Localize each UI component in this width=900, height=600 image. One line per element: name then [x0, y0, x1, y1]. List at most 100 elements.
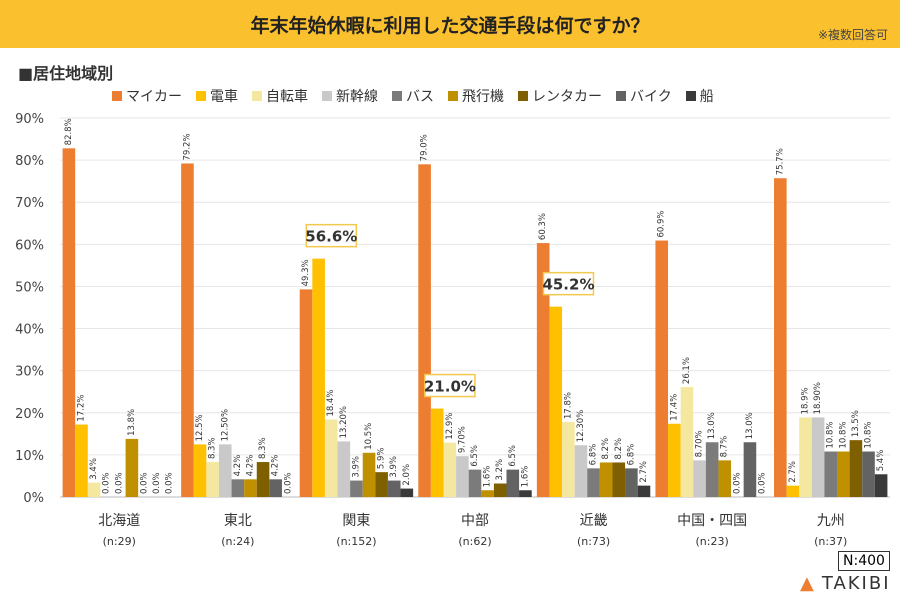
data-label: 2.7% [788, 461, 798, 483]
legend-label: 船 [699, 89, 714, 105]
x-tick-n: (n:37) [814, 535, 847, 548]
legend-item: 新幹線 [322, 86, 378, 106]
callout-box [424, 373, 476, 398]
bar [206, 462, 219, 497]
bar [705, 442, 719, 497]
data-label: 10.8% [864, 422, 874, 449]
data-label: 13.5% [851, 410, 861, 437]
x-tick-n: (n:73) [577, 535, 610, 548]
y-tick-label: 20% [15, 407, 44, 422]
bar [324, 419, 338, 497]
data-label: 8.3% [258, 437, 268, 459]
data-label: 13.20% [339, 406, 349, 438]
bar [218, 444, 232, 497]
bar [786, 485, 800, 497]
x-tick-n: (n:152) [336, 535, 376, 548]
y-tick-label: 80% [15, 154, 44, 169]
data-label: 5.9% [377, 448, 387, 470]
data-label: 8.3% [208, 437, 218, 459]
bar [181, 163, 194, 498]
legend-swatch [196, 91, 206, 101]
legend-label: バス [406, 89, 434, 105]
bar [587, 468, 600, 497]
y-tick-label: 50% [15, 280, 44, 295]
data-label: 0.0% [283, 472, 293, 494]
bar [362, 452, 376, 497]
data-label: 4.2% [271, 455, 281, 477]
data-label: 6.5% [508, 445, 518, 467]
data-label: 13.0% [745, 412, 755, 439]
bar [743, 442, 757, 497]
bar [519, 490, 532, 497]
data-label: 1.6% [483, 466, 493, 488]
data-label: 12.50% [220, 409, 230, 441]
legend-label: バイク [630, 89, 672, 105]
data-label: 12.30% [576, 410, 586, 442]
x-tick-label: 中部 [461, 513, 489, 529]
data-label: 8.70% [695, 430, 705, 457]
bar [481, 490, 494, 497]
y-tick-label: 60% [15, 238, 44, 253]
bar [536, 243, 550, 497]
data-label: 3.9% [351, 456, 361, 478]
bar [312, 258, 325, 497]
data-label: 79.2% [182, 133, 192, 160]
x-tick-n: (n:62) [458, 535, 491, 548]
multiple-answer-note: ※複数回答可 [817, 28, 888, 42]
data-label: 8.2% [614, 438, 624, 460]
x-tick-n: (n:23) [696, 535, 729, 548]
bar [874, 474, 888, 497]
bar [574, 445, 588, 497]
x-tick-label: 北海道 [98, 513, 140, 529]
legend-item: バイク [616, 86, 672, 106]
bar [456, 456, 469, 497]
bar [87, 482, 101, 497]
bar [418, 164, 431, 498]
bar [837, 451, 850, 497]
data-label: 6.8% [589, 444, 599, 466]
bar [668, 423, 681, 497]
bar [774, 178, 787, 498]
bar [299, 289, 313, 497]
data-label: 10.8% [838, 422, 848, 449]
data-label: 3.4% [89, 458, 99, 480]
data-label: 13.8% [127, 409, 137, 436]
x-tick-label: 東北 [224, 513, 252, 529]
bar [125, 438, 139, 497]
bar [269, 479, 282, 497]
data-label: 26.1% [682, 357, 692, 384]
legend-swatch [518, 91, 528, 101]
bar [256, 462, 270, 497]
data-label: 17.8% [563, 392, 573, 419]
legend: マイカー 電車 自転車 新幹線 バス 飛行機 レンタカー バイク 船 [112, 86, 714, 106]
legend-item: マイカー [112, 86, 182, 106]
data-label: 75.7% [775, 148, 785, 175]
data-label: 8.2% [601, 438, 611, 460]
bar [718, 460, 732, 497]
x-tick-n: (n:29) [103, 535, 136, 548]
y-tick-label: 70% [15, 196, 44, 211]
bar [430, 408, 444, 497]
bar [350, 480, 363, 497]
data-label: 2.0% [402, 464, 412, 486]
bar [562, 422, 575, 497]
x-tick-n: (n:24) [221, 535, 254, 548]
x-tick-label: 九州 [817, 513, 845, 529]
legend-label: 電車 [210, 89, 238, 105]
data-label: 10.5% [364, 423, 374, 450]
x-tick-label: 近畿 [580, 513, 608, 529]
data-label: 3.9% [389, 456, 399, 478]
legend-item: 自転車 [252, 86, 308, 106]
legend-swatch [322, 91, 332, 101]
bar [244, 479, 257, 497]
chart-title: 年末年始休暇に利用した交通手段は何ですか？ [250, 14, 650, 37]
bar [637, 485, 651, 497]
data-label: 56.6% [305, 228, 357, 246]
legend-label: レンタカー [532, 89, 602, 105]
bar [337, 441, 351, 497]
bar [655, 240, 669, 497]
data-label: 3.2% [495, 459, 505, 481]
bar [849, 440, 863, 497]
legend-label: 新幹線 [336, 89, 378, 105]
data-label: 4.2% [245, 455, 255, 477]
